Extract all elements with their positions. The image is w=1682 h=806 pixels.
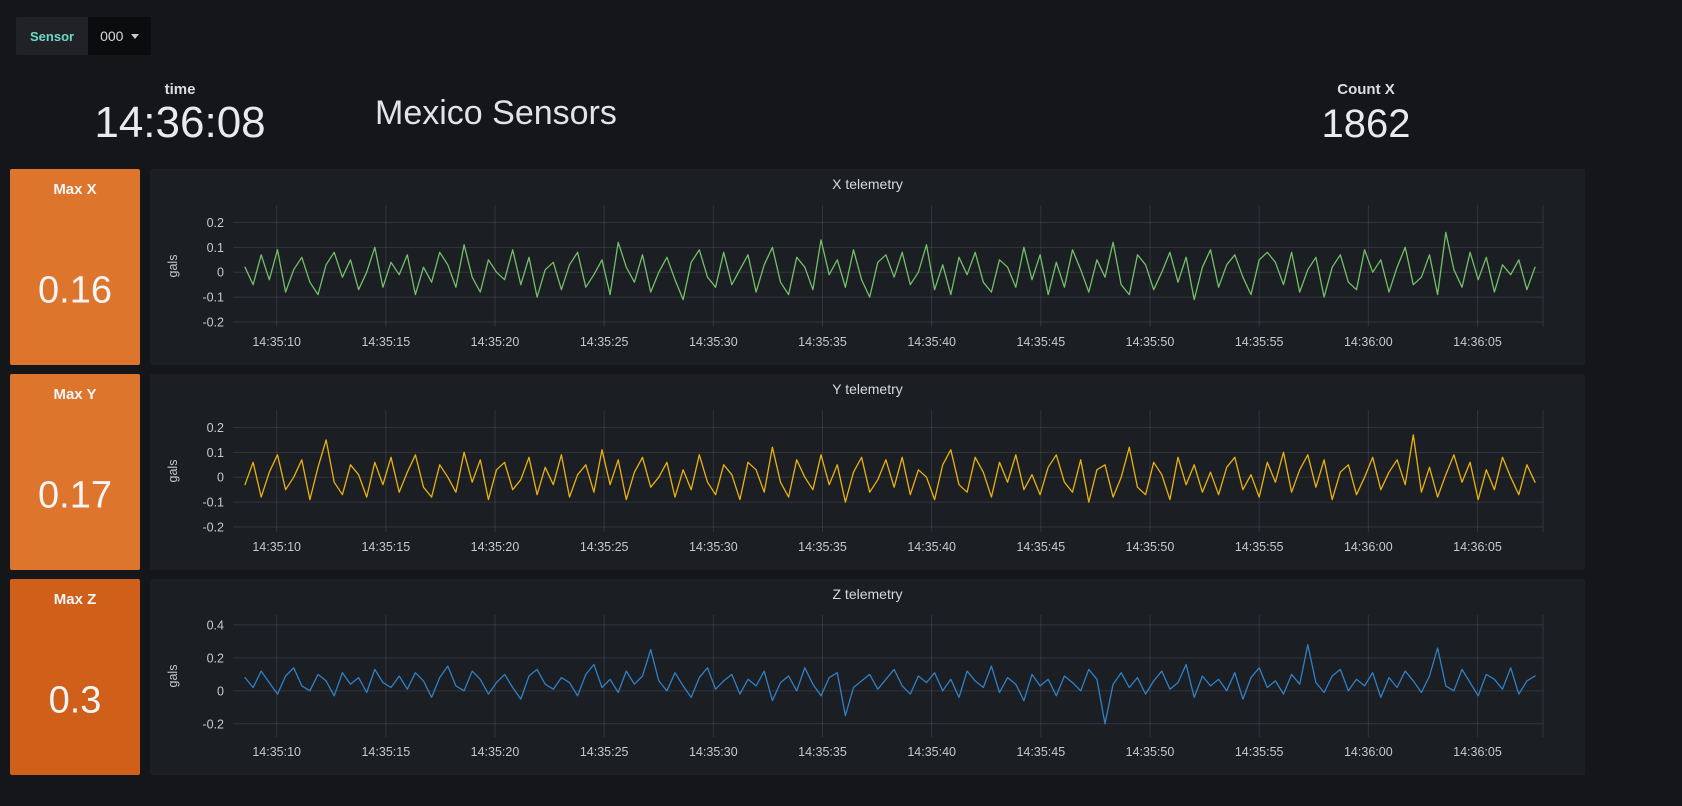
max-z-stat-panel: Max Z 0.3 (10, 579, 140, 775)
chevron-down-icon (131, 33, 140, 39)
sensor-variable-label: Sensor (16, 17, 89, 55)
max-y-stat-panel: Max Y 0.17 (10, 374, 140, 570)
svg-text:14:35:20: 14:35:20 (471, 745, 520, 759)
time-stat-title[interactable]: time (164, 81, 196, 98)
svg-text:14:35:55: 14:35:55 (1235, 540, 1284, 554)
svg-text:14:35:30: 14:35:30 (689, 540, 738, 554)
y-telemetry-time-series-plot[interactable]: 0.2 0.1 0 -0.1 -0.2 14:35:10 14:35:15 14:35:20 1… (150, 374, 1585, 570)
svg-text:0: 0 (217, 684, 224, 698)
svg-text:14:35:50: 14:35:50 (1126, 335, 1175, 349)
z-telemetry-chart-panel: Z telemetry 0.4 0.2 0 -0.2 14:35:10 14:35:15 1… (150, 579, 1585, 775)
svg-text:14:35:15: 14:35:15 (361, 745, 410, 759)
svg-text:-0.2: -0.2 (202, 717, 224, 731)
svg-text:14:35:35: 14:35:35 (798, 335, 847, 349)
svg-text:0.2: 0.2 (207, 421, 224, 435)
svg-text:14:35:40: 14:35:40 (907, 745, 956, 759)
max-z-stat-title[interactable]: Max Z (53, 591, 97, 608)
svg-text:14:36:05: 14:36:05 (1453, 745, 1502, 759)
svg-text:0: 0 (217, 266, 224, 280)
max-x-stat-value: 0.16 (38, 269, 112, 312)
svg-text:-0.1: -0.1 (202, 496, 224, 510)
z-telemetry-chart-title[interactable]: Z telemetry (832, 586, 903, 602)
sensor-variable-value: 000 (100, 28, 124, 44)
svg-text:14:35:10: 14:35:10 (252, 335, 301, 349)
y-telemetry-chart-panel: Y telemetry 0.2 0.1 0 -0.1 -0.2 14:35:10 14:35… (150, 374, 1585, 570)
max-x-stat-panel: Max X 0.16 (10, 169, 140, 365)
svg-text:14:35:30: 14:35:30 (689, 745, 738, 759)
svg-text:14:35:35: 14:35:35 (798, 745, 847, 759)
svg-text:14:35:40: 14:35:40 (907, 335, 956, 349)
max-x-stat-title[interactable]: Max X (53, 181, 97, 198)
svg-text:-0.2: -0.2 (202, 521, 224, 535)
svg-text:0.1: 0.1 (207, 241, 224, 255)
svg-text:14:35:25: 14:35:25 (580, 745, 629, 759)
svg-text:14:35:35: 14:35:35 (798, 540, 847, 554)
svg-text:0.2: 0.2 (207, 216, 224, 230)
svg-text:gals: gals (166, 665, 180, 688)
svg-text:14:35:10: 14:35:10 (252, 745, 301, 759)
dashboard-title-panel: Mexico Sensors (360, 63, 1140, 163)
svg-text:gals: gals (166, 460, 180, 483)
x-telemetry-chart-panel: X telemetry 0.2 0.1 0 -0.1 -0.2 14:35:10 14:35… (150, 169, 1585, 365)
svg-text:0: 0 (217, 471, 224, 485)
svg-text:14:35:30: 14:35:30 (689, 335, 738, 349)
dashboard-title: Mexico Sensors (375, 93, 617, 132)
z-telemetry-time-series-plot[interactable]: 0.4 0.2 0 -0.2 14:35:10 14:35:15 14:35:20 14:35… (150, 579, 1585, 775)
svg-text:14:36:00: 14:36:00 (1344, 745, 1393, 759)
svg-text:-0.1: -0.1 (202, 291, 224, 305)
max-y-stat-value: 0.17 (38, 474, 112, 517)
svg-text:14:35:10: 14:35:10 (252, 540, 301, 554)
x-telemetry-chart-title[interactable]: X telemetry (832, 176, 903, 192)
svg-text:0.2: 0.2 (207, 651, 224, 665)
svg-text:14:35:50: 14:35:50 (1126, 745, 1175, 759)
svg-text:14:36:00: 14:36:00 (1344, 540, 1393, 554)
count-x-stat-value: 1862 (1321, 102, 1411, 146)
sensor-variable-dropdown[interactable]: 000 (88, 17, 152, 55)
svg-text:14:35:20: 14:35:20 (471, 540, 520, 554)
svg-text:14:36:05: 14:36:05 (1453, 540, 1502, 554)
svg-text:14:35:55: 14:35:55 (1235, 745, 1284, 759)
svg-text:14:36:05: 14:36:05 (1453, 335, 1502, 349)
svg-text:14:35:15: 14:35:15 (361, 540, 410, 554)
svg-text:14:35:15: 14:35:15 (361, 335, 410, 349)
svg-text:14:35:55: 14:35:55 (1235, 335, 1284, 349)
svg-text:14:35:45: 14:35:45 (1016, 335, 1065, 349)
svg-text:14:35:45: 14:35:45 (1016, 540, 1065, 554)
x-telemetry-time-series-plot[interactable]: 0.2 0.1 0 -0.1 -0.2 14:35:10 14:35:15 14:35:20 1… (150, 169, 1585, 365)
svg-text:14:35:45: 14:35:45 (1016, 745, 1065, 759)
svg-text:0.4: 0.4 (207, 618, 224, 632)
time-stat-panel: time 14:36:08 (10, 63, 350, 163)
svg-text:0.1: 0.1 (207, 446, 224, 460)
svg-text:14:35:25: 14:35:25 (580, 540, 629, 554)
svg-text:14:35:20: 14:35:20 (471, 335, 520, 349)
svg-text:14:36:00: 14:36:00 (1344, 335, 1393, 349)
svg-text:14:35:40: 14:35:40 (907, 540, 956, 554)
time-stat-value: 14:36:08 (94, 98, 266, 147)
svg-text:gals: gals (166, 255, 180, 278)
y-telemetry-chart-title[interactable]: Y telemetry (832, 381, 903, 397)
count-x-stat-title[interactable]: Count X (1337, 81, 1395, 98)
svg-text:14:35:50: 14:35:50 (1126, 540, 1175, 554)
count-x-stat-panel: Count X 1862 (1150, 63, 1582, 163)
max-z-stat-value: 0.3 (48, 679, 102, 722)
svg-text:14:35:25: 14:35:25 (580, 335, 629, 349)
max-y-stat-title[interactable]: Max Y (53, 386, 97, 403)
sensor-variable-control: Sensor 000 (16, 17, 152, 55)
svg-text:-0.2: -0.2 (202, 316, 224, 330)
